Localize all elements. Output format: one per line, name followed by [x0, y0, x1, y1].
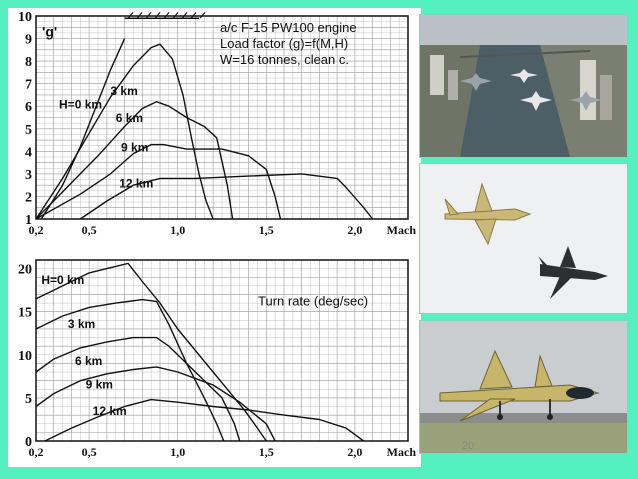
y-tick-label: 1 [25, 213, 32, 228]
structural-limit-hatch [181, 11, 188, 19]
x-tick-label: 0,5 [82, 445, 97, 459]
structural-limit-hatch [163, 11, 170, 19]
x-tick-label: 2,0 [347, 223, 362, 237]
y-tick-label: 9 [25, 33, 32, 48]
series-line-12-km [79, 173, 374, 220]
series-label: 12 km [119, 176, 153, 190]
two-jets-in-sky-icon [420, 164, 627, 313]
series-line-12-km [44, 398, 365, 442]
flight-envelope-charts: 1 2 3 4 5 6 7 8 9 10 0,2 0,5 1,0 1,5 2,0 Mach H=0 km 3 km… [18, 10, 417, 459]
chart-title: Turn rate (deg/sec) [258, 294, 368, 309]
y-tick-label: 3 [25, 168, 32, 183]
x-axis-label: Mach [387, 445, 417, 459]
y-tick-label: 10 [18, 10, 32, 25]
photo-jets-in-sky [419, 163, 628, 314]
y-tick-label: 10 [18, 349, 32, 364]
x-tick-label: 0,2 [29, 223, 44, 237]
chart-subtitle-line: W=16 tonnes, clean c. [220, 52, 349, 67]
photo-jets-over-city [419, 14, 628, 158]
chart-title: a/c F-15 PW100 engine [220, 20, 357, 35]
x-tick-label: 2,0 [347, 445, 362, 459]
x-tick-label: 1,0 [170, 445, 185, 459]
y-tick-label: 0 [25, 435, 32, 450]
series-line-9-km [35, 143, 282, 220]
y-tick-label: 7 [25, 78, 32, 93]
structural-limit-hatch [127, 11, 134, 19]
series-label: 6 km [116, 111, 143, 125]
series-label: H=0 km [41, 273, 84, 287]
y-tick-label: 6 [25, 100, 32, 115]
x-tick-label: 1,0 [170, 223, 185, 237]
series-label: 6 km [75, 354, 102, 368]
series-label: 9 km [121, 140, 148, 154]
series-line-6-km [35, 336, 241, 442]
series-line-6-km [35, 100, 234, 220]
x-tick-label: 1,5 [259, 223, 274, 237]
x-tick-label: 0,5 [82, 223, 97, 237]
series-label: 12 km [93, 404, 127, 418]
series-label: 3 km [110, 84, 137, 98]
structural-limit-hatch [136, 11, 143, 19]
jets-over-city-river-icon [420, 15, 627, 157]
structural-limit-hatch [145, 11, 152, 19]
chart-subtitle-line: Load factor (g)=f(M,H) [220, 36, 348, 51]
y-tick-label: 8 [25, 55, 32, 70]
y-axis-label: 'g' [42, 24, 57, 40]
series-label: 3 km [68, 317, 95, 331]
y-tick-label: 5 [25, 123, 32, 138]
chart-1: 1 2 3 4 5 6 7 8 9 10 0,2 0,5 1,0 1,5 2,0 Mach H=0 km 3 km… [18, 10, 416, 237]
x-tick-label: 0,2 [29, 445, 44, 459]
chart-panel: 1 2 3 4 5 6 7 8 9 10 0,2 0,5 1,0 1,5 2,0 Mach H=0 km 3 km… [8, 8, 421, 467]
chart-2: 0 5 10 15 20 0,2 0,5 1,0 1,5 2,0 Mach H=0 km 3 km 6 k… [18, 259, 417, 459]
series-label: 9 km [86, 377, 113, 391]
plot-frame [35, 15, 409, 220]
series-line-3-km [35, 43, 214, 220]
y-tick-label: 2 [25, 190, 32, 205]
structural-limit-hatch [172, 11, 179, 19]
page-number: 20 [462, 440, 475, 452]
structural-limit-hatch [190, 11, 197, 19]
series-label: H=0 km [59, 97, 102, 111]
y-tick-label: 5 [25, 392, 32, 407]
y-tick-label: 4 [25, 145, 32, 160]
y-tick-label: 20 [18, 263, 32, 278]
series-line-h-0-km [35, 262, 267, 442]
x-axis-label: Mach [387, 223, 417, 237]
y-tick-label: 15 [18, 306, 32, 321]
structural-limit-hatch [199, 11, 206, 19]
series-line-h-0-km [40, 38, 126, 220]
x-tick-label: 1,5 [259, 445, 274, 459]
photo-jet-on-runway [419, 320, 628, 454]
structural-limit-hatch [154, 11, 161, 19]
jet-on-runway-icon [420, 321, 627, 453]
plot-frame [35, 259, 409, 442]
